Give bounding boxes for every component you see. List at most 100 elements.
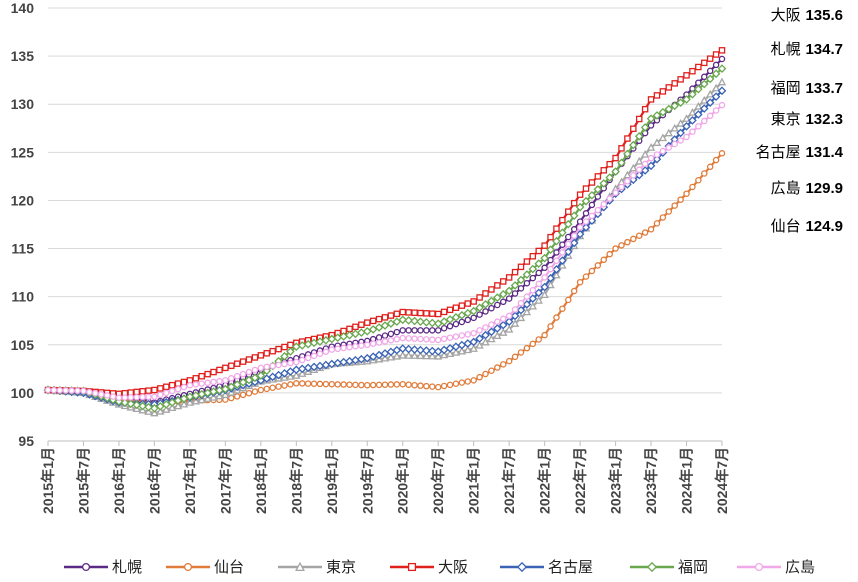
data-point — [534, 296, 543, 304]
x-tick-label: 2017年7月 — [217, 447, 233, 514]
data-point — [375, 339, 383, 346]
data-point — [405, 335, 412, 342]
data-point — [167, 403, 177, 412]
data-point — [387, 330, 395, 338]
data-point — [559, 216, 566, 224]
data-point — [174, 385, 182, 393]
data-point — [180, 383, 188, 391]
data-point — [528, 294, 538, 303]
data-point — [192, 375, 200, 382]
data-point — [423, 310, 430, 317]
end-label-value: 129.9 — [805, 180, 843, 197]
data-point — [292, 371, 301, 379]
data-point — [393, 310, 401, 318]
data-point — [677, 137, 684, 144]
data-point — [464, 300, 472, 307]
data-point — [612, 189, 619, 196]
data-point — [470, 329, 477, 337]
end-label-value: 135.6 — [805, 7, 843, 24]
data-point — [221, 390, 230, 399]
data-point — [565, 296, 572, 304]
data-point — [695, 63, 702, 71]
data-point — [594, 206, 602, 214]
data-point — [139, 388, 146, 395]
data-point — [304, 380, 312, 387]
data-point — [209, 392, 218, 401]
data-point — [712, 61, 720, 69]
data-point — [410, 316, 419, 326]
data-point — [559, 249, 566, 256]
data-point — [198, 372, 205, 380]
data-point — [204, 370, 211, 378]
data-point — [706, 163, 714, 171]
data-point — [488, 286, 495, 293]
data-point — [191, 396, 201, 405]
data-point — [712, 156, 720, 164]
series-lines — [43, 47, 727, 417]
data-point — [664, 104, 674, 114]
data-point — [387, 381, 395, 388]
data-point — [498, 320, 508, 330]
data-point — [156, 406, 165, 415]
y-tick-label: 140 — [11, 0, 35, 16]
data-point — [452, 380, 460, 387]
end-label: 札幌 134.7 — [771, 40, 843, 58]
y-tick-label: 110 — [11, 289, 34, 305]
data-point — [398, 350, 407, 359]
data-point — [510, 319, 520, 327]
legend-swatch-marker — [646, 561, 658, 573]
data-point — [640, 166, 650, 175]
data-point — [558, 228, 567, 237]
data-point — [257, 364, 265, 372]
data-point — [162, 405, 171, 413]
data-point — [594, 173, 602, 180]
data-point — [665, 208, 673, 215]
data-point — [652, 154, 662, 164]
data-point — [482, 290, 489, 297]
data-point — [505, 295, 513, 302]
data-point — [529, 274, 537, 282]
data-point — [44, 386, 52, 394]
data-point — [683, 190, 690, 197]
data-point — [263, 363, 271, 371]
data-point — [476, 373, 483, 381]
data-point — [676, 119, 685, 127]
x-tick-label: 2018年7月 — [288, 447, 304, 514]
data-point — [126, 399, 136, 409]
data-point — [464, 378, 472, 385]
data-point — [498, 289, 508, 299]
data-point — [682, 114, 691, 122]
data-point — [216, 377, 223, 385]
data-point — [358, 381, 365, 389]
data-point — [706, 67, 714, 75]
data-point — [151, 386, 158, 394]
x-tick-label: 2016年1月 — [111, 447, 127, 514]
data-point — [546, 245, 555, 254]
data-point — [156, 402, 165, 411]
data-point — [457, 346, 467, 355]
data-point — [451, 348, 461, 356]
data-point — [487, 334, 496, 343]
data-point — [488, 321, 495, 328]
data-point — [392, 351, 402, 360]
x-tick-label: 2015年1月 — [40, 447, 56, 514]
x-tick-label: 2020年7月 — [430, 447, 446, 514]
legend-item-福岡: 福岡 — [630, 558, 708, 576]
data-point — [488, 367, 495, 375]
data-point — [510, 311, 520, 321]
legend-label: 大阪 — [438, 558, 468, 576]
data-point — [494, 301, 501, 309]
data-point — [185, 398, 195, 406]
data-point — [547, 323, 554, 330]
data-point — [695, 176, 702, 184]
data-point — [50, 386, 58, 394]
end-label: 東京 132.3 — [771, 110, 843, 128]
data-point — [287, 359, 294, 367]
data-point — [364, 341, 371, 349]
data-point — [618, 145, 625, 152]
data-point — [233, 372, 241, 380]
y-tick-label: 105 — [11, 337, 35, 353]
x-tick-label: 2023年1月 — [608, 447, 624, 514]
data-point — [718, 47, 726, 54]
data-point — [293, 380, 300, 387]
